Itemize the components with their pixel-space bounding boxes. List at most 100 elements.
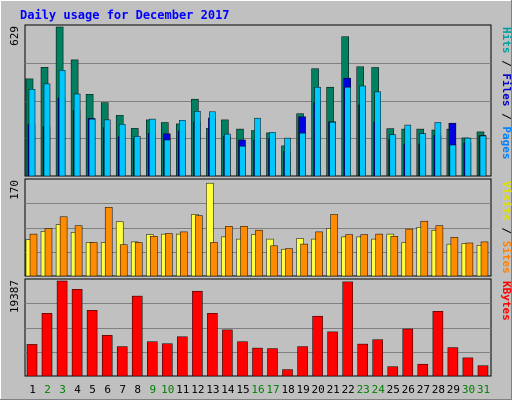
panel-visits: 170 Visits / Sites [8,178,512,277]
day-label: 30 [462,383,475,396]
bar-kbytes [162,343,173,377]
bar-kbytes [267,348,278,377]
day-label: 8 [134,383,141,396]
legend-kbytes: KBytes [500,281,512,321]
bar-pages [434,122,442,177]
bar-sites [104,207,113,277]
visits-bars [25,182,489,277]
day-label: 1 [29,383,36,396]
bar-kbytes [192,290,203,377]
bar-sites [119,244,128,277]
legend-hits: Hits [500,27,512,54]
bar-pages [149,118,156,177]
bar-pages [239,145,246,177]
bar-pages [359,85,366,177]
hits-side-legend: Hits / Files / Pages [500,27,512,160]
bar-pages [464,137,472,177]
day-label: 4 [74,383,81,396]
bar-sites [300,243,308,277]
bar-kbytes [26,344,38,377]
bar-kbytes [432,311,444,377]
bar-sites [240,226,248,277]
bar-sites [345,234,353,277]
bar-sites [420,220,429,277]
day-label: 31 [477,383,490,396]
day-label: 22 [342,383,355,396]
day-label: 5 [89,383,96,396]
bar-pages [299,132,306,177]
bar-pages [133,136,141,177]
bar-pages [103,119,111,177]
visits-side-legend: Visits / Sites [500,181,512,274]
visits-ymax-label: 170 [8,180,21,200]
kbytes-ymax-label: 19387 [8,280,21,313]
legend-visits: Visits [500,181,512,221]
bar-pages [479,135,487,177]
chart-title: Daily usage for December 2017 [20,8,230,22]
day-label: 21 [327,383,340,396]
bar-sites [255,229,263,277]
bar-pages [58,70,66,177]
bar-pages [224,133,231,177]
bar-pages [88,118,96,177]
bar-sites [315,231,323,277]
bar-kbytes [297,346,308,377]
bar-sites [390,236,399,277]
bar-kbytes [312,315,323,377]
bar-sites [375,233,383,277]
bar-pages [179,120,186,177]
legend-pages: Pages [500,126,512,159]
bar-kbytes [177,336,188,377]
day-label: 17 [266,383,279,396]
bar-sites [89,242,98,277]
bar-kbytes [116,346,128,377]
bar-sites [330,214,338,277]
bar-pages [269,132,276,177]
day-label: 27 [417,383,430,396]
bar-sites [44,228,53,277]
bar-kbytes [327,331,338,377]
bar-kbytes [237,341,248,377]
bar-sites [270,245,278,277]
bar-pages [43,83,51,177]
day-label: 13 [206,383,219,396]
bar-sites [450,237,459,277]
legend-separator: / [500,107,512,127]
day-label: 28 [432,383,445,396]
bar-kbytes [447,347,459,377]
day-label: 12 [191,383,204,396]
bar-kbytes [417,363,429,377]
day-label: 7 [119,383,126,396]
panel-kbytes: 19387 KBytes [8,278,512,377]
bar-kbytes [252,347,263,377]
hits-bars [25,26,487,177]
bar-kbytes [147,341,158,377]
day-label: 24 [372,383,386,396]
day-label: 2 [44,383,51,396]
hits-ymax-label: 629 [8,26,21,46]
day-label: 23 [357,383,370,396]
day-label: 29 [447,383,460,396]
bar-sites [180,231,188,277]
bar-pages [284,137,291,177]
day-label: 10 [161,383,174,396]
bar-sites [150,236,158,277]
bar-pages [28,89,36,177]
day-label: 25 [387,383,400,396]
bar-pages [344,86,351,177]
day-label: 18 [281,383,294,396]
bar-kbytes [222,329,233,377]
bar-sites [59,216,68,277]
day-label: 3 [59,383,66,396]
bar-kbytes [282,369,293,377]
bar-kbytes [387,366,399,377]
chart-panels: 629 Hits / Files / Pages 170 Visits / Sites… [8,24,512,377]
day-label: 14 [221,383,235,396]
legend-files: Files [500,73,512,106]
bar-sites [210,242,218,277]
bar-pages [194,111,201,177]
day-label: 26 [402,383,415,396]
legend-separator: / [500,54,512,74]
bar-pages [404,124,412,177]
